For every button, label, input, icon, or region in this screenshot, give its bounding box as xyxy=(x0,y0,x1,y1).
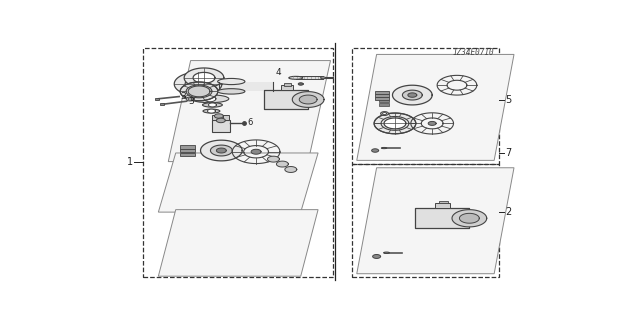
Polygon shape xyxy=(452,210,487,227)
Ellipse shape xyxy=(321,77,326,79)
Text: 6: 6 xyxy=(248,118,253,127)
Polygon shape xyxy=(251,149,261,154)
Text: 3: 3 xyxy=(188,97,194,106)
Polygon shape xyxy=(214,114,223,118)
Polygon shape xyxy=(193,82,203,86)
Bar xyxy=(212,120,230,132)
Polygon shape xyxy=(158,153,318,212)
Bar xyxy=(219,82,273,92)
Ellipse shape xyxy=(191,95,229,103)
Polygon shape xyxy=(383,113,387,115)
Polygon shape xyxy=(268,156,280,162)
Ellipse shape xyxy=(381,148,387,149)
Polygon shape xyxy=(200,140,242,161)
Polygon shape xyxy=(216,148,227,153)
Polygon shape xyxy=(158,210,318,276)
Bar xyxy=(379,103,389,106)
Polygon shape xyxy=(298,83,303,85)
Text: 1Z34E0710: 1Z34E0710 xyxy=(452,48,494,57)
Text: 5: 5 xyxy=(505,95,511,105)
Polygon shape xyxy=(185,77,211,90)
Bar xyxy=(439,201,448,204)
Polygon shape xyxy=(408,93,417,97)
Bar xyxy=(352,48,499,164)
Polygon shape xyxy=(403,90,422,100)
Bar xyxy=(180,153,195,156)
Bar xyxy=(435,203,449,208)
Polygon shape xyxy=(168,60,330,162)
Text: 1: 1 xyxy=(127,156,133,167)
Polygon shape xyxy=(207,109,216,113)
Bar xyxy=(375,91,389,93)
Bar xyxy=(180,145,195,148)
Text: 4: 4 xyxy=(276,68,281,77)
Bar xyxy=(264,90,308,108)
Polygon shape xyxy=(292,92,324,108)
Bar xyxy=(352,164,499,277)
Bar xyxy=(415,208,469,228)
Ellipse shape xyxy=(202,103,222,107)
Bar xyxy=(284,83,291,86)
Polygon shape xyxy=(193,72,215,83)
Polygon shape xyxy=(392,85,432,105)
Ellipse shape xyxy=(218,89,245,94)
Polygon shape xyxy=(188,98,192,100)
Polygon shape xyxy=(180,82,218,101)
Bar xyxy=(379,100,389,102)
Polygon shape xyxy=(211,145,232,156)
Bar xyxy=(143,48,333,277)
Polygon shape xyxy=(276,161,288,167)
Polygon shape xyxy=(372,254,381,259)
Ellipse shape xyxy=(218,78,245,84)
Bar xyxy=(223,115,229,120)
Polygon shape xyxy=(204,96,216,102)
Polygon shape xyxy=(356,168,514,274)
Text: 2: 2 xyxy=(505,207,511,217)
Polygon shape xyxy=(300,95,317,104)
Polygon shape xyxy=(428,121,436,125)
Polygon shape xyxy=(460,213,479,223)
Polygon shape xyxy=(216,118,225,123)
Polygon shape xyxy=(372,149,379,152)
Bar xyxy=(156,98,159,100)
Polygon shape xyxy=(184,68,224,88)
Ellipse shape xyxy=(383,252,390,253)
Polygon shape xyxy=(188,86,210,97)
Text: 7: 7 xyxy=(505,148,511,158)
Polygon shape xyxy=(209,103,216,107)
Polygon shape xyxy=(186,97,194,101)
Polygon shape xyxy=(174,72,222,96)
Polygon shape xyxy=(285,166,297,172)
Ellipse shape xyxy=(289,76,303,79)
Ellipse shape xyxy=(203,109,220,113)
Bar xyxy=(296,76,323,79)
Bar xyxy=(180,149,195,152)
Text: 3: 3 xyxy=(180,92,186,101)
Bar xyxy=(281,85,293,90)
Polygon shape xyxy=(356,54,514,160)
Bar xyxy=(212,115,218,120)
Bar xyxy=(161,103,164,105)
Polygon shape xyxy=(384,118,406,129)
Polygon shape xyxy=(381,112,388,116)
Bar xyxy=(375,94,389,97)
Polygon shape xyxy=(374,113,416,134)
Bar xyxy=(375,97,389,100)
